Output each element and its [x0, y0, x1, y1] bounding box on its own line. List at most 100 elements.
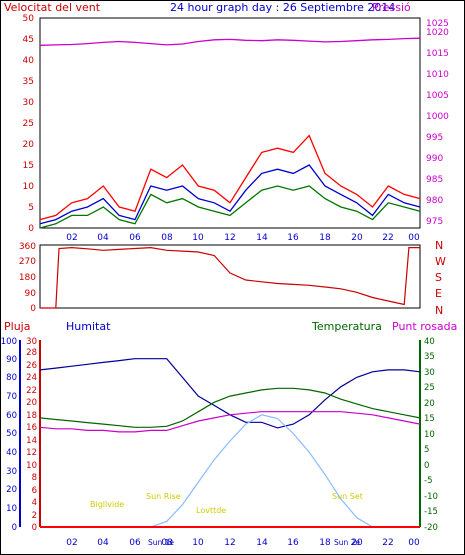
pressure-y-tick: 995 — [426, 133, 443, 143]
wind-y-tick: 0 — [28, 224, 34, 234]
temp-y-tick: 30 — [424, 368, 435, 378]
wind-avg-line — [39, 164, 421, 225]
noon-a-label: Sun 1e — [148, 538, 174, 547]
x-tick: 06 — [129, 233, 141, 243]
humidity-y-tick: 50 — [6, 429, 17, 439]
temperature-label: Temperatura — [311, 320, 382, 333]
wind-y-tick: 10 — [23, 182, 35, 192]
humidity-y-tick: 10 — [6, 504, 17, 514]
humidity-y-tick: 0 — [12, 523, 17, 533]
dewpoint-line — [39, 411, 421, 433]
x-tick: 16 — [287, 233, 299, 243]
temp-y-tick: 35 — [424, 352, 435, 362]
x-tick: 02 — [66, 233, 77, 243]
sunset-label: Sun Set — [332, 492, 363, 501]
temp-y-tick: -5 — [424, 476, 432, 486]
wind-direction-line — [40, 246, 420, 309]
direction-y-tick: 360 — [19, 242, 36, 252]
x-tick: 14 — [256, 233, 268, 243]
pressure-y-tick: 1005 — [426, 91, 449, 101]
wind-y-tick: 40 — [23, 56, 35, 66]
x-tick: 10 — [192, 233, 204, 243]
noon-b-label: Sun 2e — [334, 538, 360, 547]
wind-y-tick: 5 — [28, 203, 34, 213]
x-tick-lower: 00 — [408, 538, 420, 548]
humidity-y-tick: 60 — [6, 411, 17, 421]
temp-y-tick: -15 — [424, 507, 438, 517]
rain-y-tick: 2 — [32, 511, 37, 521]
x-tick-lower: 22 — [382, 538, 393, 548]
direction-panel-frame — [39, 244, 421, 309]
rain-y-tick: 6 — [32, 486, 37, 496]
wind-y-tick: 50 — [23, 14, 35, 24]
x-tick-lower: 10 — [192, 538, 204, 548]
humidity-y-tick: 70 — [6, 392, 17, 402]
x-tick: 08 — [161, 233, 173, 243]
x-tick-lower: 14 — [256, 538, 268, 548]
rain-y-tick: 14 — [26, 436, 37, 446]
humidity-y-tick: 20 — [6, 485, 17, 495]
wind-y-tick: 45 — [23, 35, 34, 45]
pressure-y-tick: 980 — [426, 196, 443, 206]
graph-title: 24 hour graph day : 26 Septiembre 2014 — [170, 1, 395, 14]
temp-y-tick: -20 — [424, 523, 438, 533]
pressure-label: Pressió — [372, 1, 411, 14]
solar-line — [40, 414, 420, 528]
rain-y-tick: 18 — [26, 411, 37, 421]
twilight-start-label: Bigllvide — [90, 500, 124, 509]
dewpoint-label: Punt rosada — [392, 320, 457, 333]
wind-y-tick: 35 — [23, 77, 34, 87]
pressure-y-tick: 1020 — [426, 28, 449, 38]
x-tick: 00 — [408, 233, 420, 243]
compass-label: W — [435, 255, 446, 268]
direction-y-tick: 270 — [19, 257, 36, 267]
temp-y-tick: 5 — [424, 445, 429, 455]
wind-gust-line — [39, 134, 421, 221]
wind-speed-label: Velocitat del vent — [4, 1, 101, 14]
humidity-y-tick: 80 — [6, 373, 17, 383]
compass-label: N — [435, 239, 443, 252]
wind-y-tick: 30 — [23, 98, 35, 108]
pressure-y-tick: 975 — [426, 217, 443, 227]
rain-y-tick: 0 — [32, 523, 37, 533]
direction-y-tick: 90 — [25, 289, 37, 299]
x-tick-lower: 12 — [224, 538, 235, 548]
wind-y-tick: 20 — [23, 140, 35, 150]
pressure-line — [39, 37, 421, 46]
x-tick-lower: 06 — [129, 538, 141, 548]
pressure-y-tick: 990 — [426, 154, 443, 164]
compass-label: E — [435, 287, 442, 300]
rain-label: Pluja — [4, 320, 30, 333]
temp-y-tick: 10 — [424, 430, 435, 440]
temp-y-tick: 15 — [424, 414, 435, 424]
direction-y-tick: 180 — [19, 273, 36, 283]
x-tick-lower: 18 — [319, 538, 331, 548]
x-tick: 20 — [351, 233, 363, 243]
pressure-y-tick: 1010 — [426, 70, 449, 80]
temp-y-tick: 25 — [424, 383, 435, 393]
rain-y-tick: 16 — [26, 423, 37, 433]
humidity-y-tick: 90 — [6, 355, 17, 365]
rain-y-tick: 10 — [26, 461, 37, 471]
x-tick-lower: 08 — [161, 538, 173, 548]
rain-y-tick: 22 — [26, 386, 37, 396]
pressure-y-tick: 1000 — [426, 112, 449, 122]
temp-y-tick: 0 — [424, 461, 429, 471]
temp-y-tick: -10 — [424, 492, 438, 502]
x-tick: 18 — [319, 233, 331, 243]
x-tick: 04 — [97, 233, 109, 243]
x-tick-lower: 16 — [287, 538, 299, 548]
plot-layer — [39, 37, 421, 528]
compass-label: N — [435, 304, 443, 317]
compass-label: S — [435, 271, 442, 284]
x-tick-lower: 04 — [97, 538, 109, 548]
direction-y-tick: 0 — [30, 304, 36, 314]
temp-y-tick: 40 — [424, 337, 435, 347]
temperature-line — [39, 387, 421, 428]
pressure-y-tick: 1025 — [426, 19, 449, 29]
pressure-y-tick: 985 — [426, 175, 443, 185]
rain-y-tick: 24 — [26, 373, 37, 383]
wind-y-tick: 25 — [23, 119, 34, 129]
temp-y-tick: 20 — [424, 399, 435, 409]
